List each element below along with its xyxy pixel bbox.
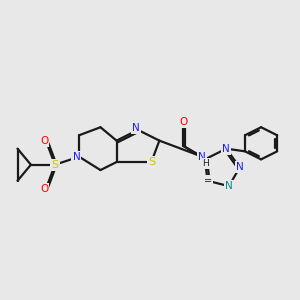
Text: O: O xyxy=(40,184,48,194)
Text: H: H xyxy=(202,159,209,168)
Text: N: N xyxy=(222,144,230,154)
Text: =: = xyxy=(203,176,211,186)
Text: S: S xyxy=(51,160,58,170)
Text: O: O xyxy=(179,117,188,128)
Text: N: N xyxy=(198,152,206,162)
Text: S: S xyxy=(148,157,155,167)
Text: N: N xyxy=(132,123,140,133)
Text: N: N xyxy=(225,181,233,191)
Text: N: N xyxy=(73,152,80,162)
Text: N: N xyxy=(236,162,244,172)
Text: O: O xyxy=(40,136,48,146)
